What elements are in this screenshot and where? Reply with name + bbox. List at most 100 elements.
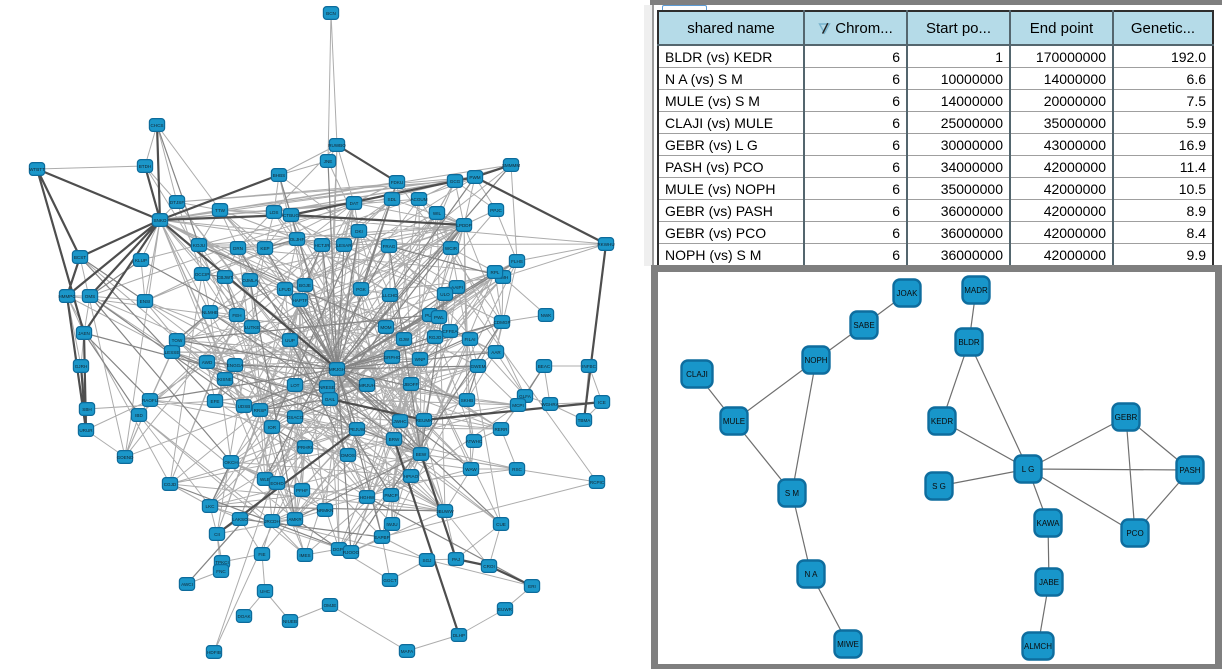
svg-text:JRCDH: JRCDH <box>264 519 280 524</box>
svg-text:HGHW: HGHW <box>360 495 375 500</box>
svg-text:PGK: PGK <box>356 287 367 292</box>
svg-text:CII: CII <box>214 532 220 537</box>
svg-text:ACGUM: ACGUM <box>410 197 427 202</box>
svg-text:URUR: URUR <box>79 428 93 433</box>
svg-text:BEW: BEW <box>416 452 427 457</box>
svg-text:MIWE: MIWE <box>837 640 859 649</box>
svg-text:OAIL: OAIL <box>325 397 336 402</box>
svg-text:AMKR: AMKR <box>288 517 302 522</box>
svg-text:IBD: IBD <box>135 413 143 418</box>
svg-text:PAJ: PAJ <box>452 557 460 562</box>
svg-text:WIL: WIL <box>433 211 442 216</box>
svg-text:HMMPC: HMMPC <box>58 294 76 299</box>
svg-text:AWD: AWD <box>202 360 213 365</box>
svg-text:MCPI: MCPI <box>512 403 523 408</box>
svg-text:OKCH: OKCH <box>224 460 237 465</box>
svg-text:MAFA: MAFA <box>401 649 414 654</box>
svg-text:MRJUH: MRJUH <box>359 383 375 388</box>
svg-text:HAPTF: HAPTF <box>292 298 307 303</box>
svg-text:L G: L G <box>1022 465 1035 474</box>
svg-text:HCTJR: HCTJR <box>314 243 330 248</box>
svg-text:KOJU: KOJU <box>193 243 205 248</box>
svg-text:LLCHD: LLCHD <box>382 293 398 298</box>
svg-text:FEH: FEH <box>232 313 241 318</box>
svg-text:BHBS: BHBS <box>273 173 286 178</box>
svg-text:RRSP: RRSP <box>254 408 267 413</box>
svg-text:PWM: PWM <box>469 175 480 180</box>
svg-text:MULE: MULE <box>723 417 745 426</box>
svg-text:SNKO: SNKO <box>153 218 166 223</box>
svg-text:PMCP: PMCP <box>384 493 397 498</box>
svg-text:WAW: WAW <box>465 467 477 472</box>
svg-text:UDSB: UDSB <box>238 404 251 409</box>
svg-text:PASH: PASH <box>1179 466 1200 475</box>
svg-text:NIUEB: NIUEB <box>283 619 297 624</box>
svg-text:ICE: ICE <box>598 400 606 405</box>
svg-text:LPDDP: LPDDP <box>456 223 471 228</box>
svg-text:KLUP: KLUP <box>135 258 147 263</box>
svg-text:REUMK: REUMK <box>416 418 434 423</box>
svg-text:CLAJI: CLAJI <box>686 370 708 379</box>
svg-text:CHCS: CHCS <box>150 123 163 128</box>
svg-text:MOM: MOM <box>380 325 391 330</box>
svg-text:HMH: HMH <box>498 275 508 280</box>
svg-text:PRHRI: PRHRI <box>298 445 312 450</box>
svg-text:DLHP: DLHP <box>453 633 465 638</box>
svg-text:BTDH: BTDH <box>139 164 152 169</box>
svg-text:KEDR: KEDR <box>931 417 953 426</box>
svg-text:KAWA: KAWA <box>1037 519 1061 528</box>
svg-text:SDL: SDL <box>388 197 397 202</box>
svg-text:OCCIP: OCCIP <box>195 272 210 277</box>
svg-text:CUE: CUE <box>496 522 506 527</box>
svg-text:LUTKE: LUTKE <box>245 325 260 330</box>
svg-text:DRN: DRN <box>233 246 243 251</box>
svg-text:EUWR: EUWR <box>498 607 513 612</box>
svg-text:LAKSO: LAKSO <box>232 517 248 522</box>
svg-text:EAPBP: EAPBP <box>374 535 389 540</box>
svg-text:TOW: TOW <box>172 338 183 343</box>
svg-text:JWHC: JWHC <box>393 419 407 424</box>
svg-text:IOR: IOR <box>268 425 277 430</box>
svg-text:ALMCH: ALMCH <box>1024 642 1052 651</box>
svg-text:FILAI: FILAI <box>465 337 476 342</box>
svg-text:PPJC: PPJC <box>490 208 502 213</box>
svg-text:UUP: UUP <box>285 338 295 343</box>
svg-text:NRESE: NRESE <box>319 385 335 390</box>
svg-text:GJW: GJW <box>399 337 410 342</box>
svg-text:NLMHE: NLMHE <box>202 310 218 315</box>
svg-text:ENGGA: ENGGA <box>227 363 245 368</box>
svg-text:SKHB: SKHB <box>461 398 474 403</box>
svg-text:SABE: SABE <box>853 321 874 330</box>
svg-text:OJMLA: OJMLA <box>242 278 258 283</box>
svg-text:JBOFF: JBOFF <box>404 382 419 387</box>
svg-text:GLFA: GLFA <box>519 394 532 399</box>
svg-text:FLHS: FLHS <box>511 259 523 264</box>
svg-text:GOEND: GOEND <box>117 455 135 460</box>
svg-text:AWCI: AWCI <box>181 582 193 587</box>
svg-text:OMS: OMS <box>85 294 95 299</box>
svg-text:CFFEA: CFFEA <box>442 329 458 334</box>
svg-text:RSC: RSC <box>512 467 522 472</box>
svg-text:LDS: LDS <box>270 210 279 215</box>
svg-text:WCIR: WCIR <box>445 246 458 251</box>
svg-text:PWL: PWL <box>434 315 444 320</box>
svg-text:DTJSF: DTJSF <box>170 200 184 205</box>
svg-text:WNP: WNP <box>415 357 426 362</box>
svg-text:EFE: EFE <box>211 399 220 404</box>
svg-text:FNC: FNC <box>216 569 226 574</box>
svg-text:WTBTT: WTBTT <box>29 167 45 172</box>
svg-text:NOPH: NOPH <box>804 356 827 365</box>
svg-text:HPIAO: HPIAO <box>404 474 419 479</box>
svg-text:UHC: UHC <box>260 589 271 594</box>
svg-text:S G: S G <box>932 482 946 491</box>
svg-text:BCST: BCST <box>74 255 86 260</box>
svg-text:AAR: AAR <box>491 350 501 355</box>
svg-text:TPKCI: TPKCI <box>215 560 229 565</box>
svg-text:RUWBO: RUWBO <box>328 143 346 148</box>
svg-text:PUU: PUU <box>425 313 435 318</box>
svg-text:DOAK: DOAK <box>237 614 251 619</box>
svg-text:MADR: MADR <box>964 286 988 295</box>
svg-text:ENSI: ENSI <box>140 299 151 304</box>
svg-text:S M: S M <box>785 489 800 498</box>
svg-text:DAT: DAT <box>350 201 359 206</box>
